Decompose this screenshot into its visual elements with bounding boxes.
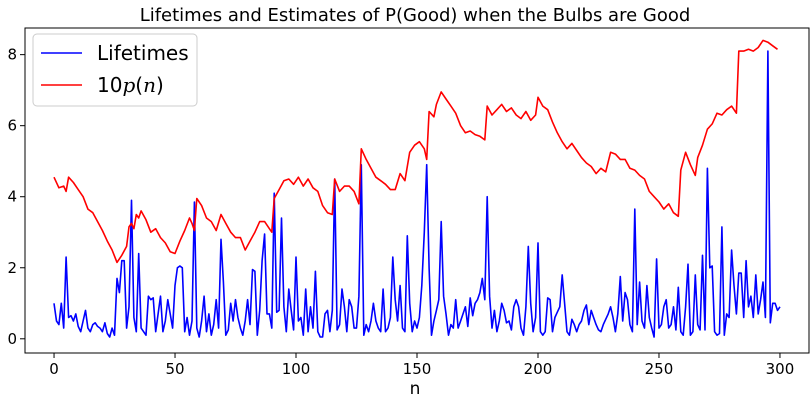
legend-label-lifetimes: Lifetimes bbox=[97, 41, 189, 65]
x-tick-label: 100 bbox=[282, 360, 311, 378]
x-axis: 0 50 100 150 200 250 300 bbox=[49, 353, 794, 378]
y-tick-label: 8 bbox=[7, 46, 17, 64]
x-tick-label: 150 bbox=[403, 360, 432, 378]
x-tick-label: 250 bbox=[645, 360, 674, 378]
y-tick-label: 4 bbox=[7, 188, 17, 206]
x-axis-label: n bbox=[410, 379, 421, 399]
series-line-lifetimes bbox=[53, 50, 781, 338]
y-tick-label: 2 bbox=[7, 259, 17, 277]
x-tick-label: 300 bbox=[766, 360, 795, 378]
y-tick-label: 0 bbox=[7, 330, 17, 348]
plot-area bbox=[53, 39, 781, 338]
legend: Lifetimes 10p(n) bbox=[32, 33, 198, 107]
legend-box bbox=[32, 33, 198, 107]
y-axis: 0 2 4 6 8 bbox=[7, 46, 25, 348]
x-tick-label: 50 bbox=[165, 360, 184, 378]
y-tick-label: 6 bbox=[7, 117, 17, 135]
x-tick-label: 0 bbox=[49, 360, 59, 378]
legend-label-10p: 10p(n) bbox=[97, 73, 164, 97]
series-line-10p bbox=[53, 39, 778, 264]
chart-title: Lifetimes and Estimates of P(Good) when … bbox=[140, 5, 691, 26]
x-tick-label: 200 bbox=[524, 360, 553, 378]
